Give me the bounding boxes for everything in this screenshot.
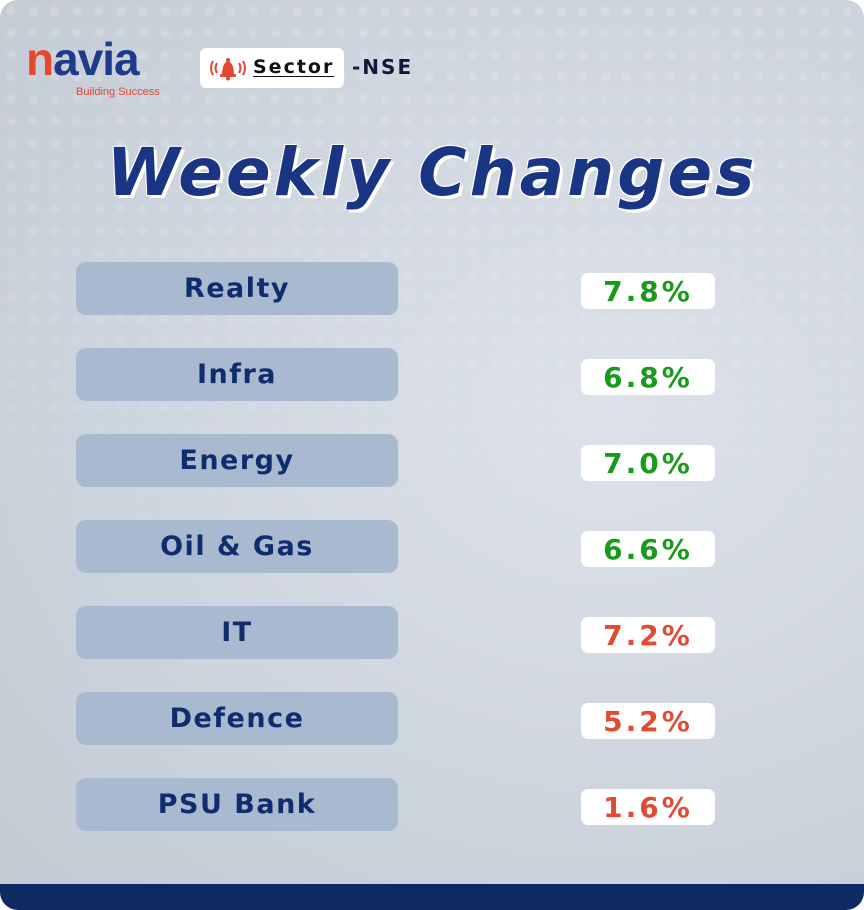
sector-name: Energy [76, 434, 398, 487]
sector-row: Defence 5.2% [0, 692, 864, 746]
sector-row: Energy 7.0% [0, 434, 864, 488]
logo-tagline: Building Success [76, 86, 160, 98]
sector-row: IT 7.2% [0, 606, 864, 660]
change-value: 6.8% [581, 359, 715, 395]
change-value: 5.2% [581, 703, 715, 739]
exchange-label: -NSE [352, 55, 414, 79]
sector-name: Realty [76, 262, 398, 315]
change-value: 6.6% [581, 531, 715, 567]
sector-name: PSU Bank [76, 778, 398, 831]
change-value: 1.6% [581, 789, 715, 825]
change-value: 7.0% [581, 445, 715, 481]
sector-name: Oil & Gas [76, 520, 398, 573]
sector-row: Realty 7.8% [0, 262, 864, 316]
sector-badge: Sector [200, 48, 344, 88]
page-title: Weekly Changes [106, 134, 758, 211]
sector-name: Defence [76, 692, 398, 745]
sector-label: Sector [253, 56, 335, 78]
sector-name: Infra [76, 348, 398, 401]
sector-row: Infra 6.8% [0, 348, 864, 402]
change-value: 7.2% [581, 617, 715, 653]
change-value: 7.8% [581, 273, 715, 309]
sector-name: IT [76, 606, 398, 659]
bottom-bar [0, 884, 864, 910]
sector-row: Oil & Gas 6.6% [0, 520, 864, 574]
navia-logo: navia Building Success [26, 36, 166, 100]
sector-row: PSU Bank 1.6% [0, 778, 864, 832]
alarm-bell-icon [210, 58, 246, 81]
logo-wordmark: navia [26, 33, 140, 85]
